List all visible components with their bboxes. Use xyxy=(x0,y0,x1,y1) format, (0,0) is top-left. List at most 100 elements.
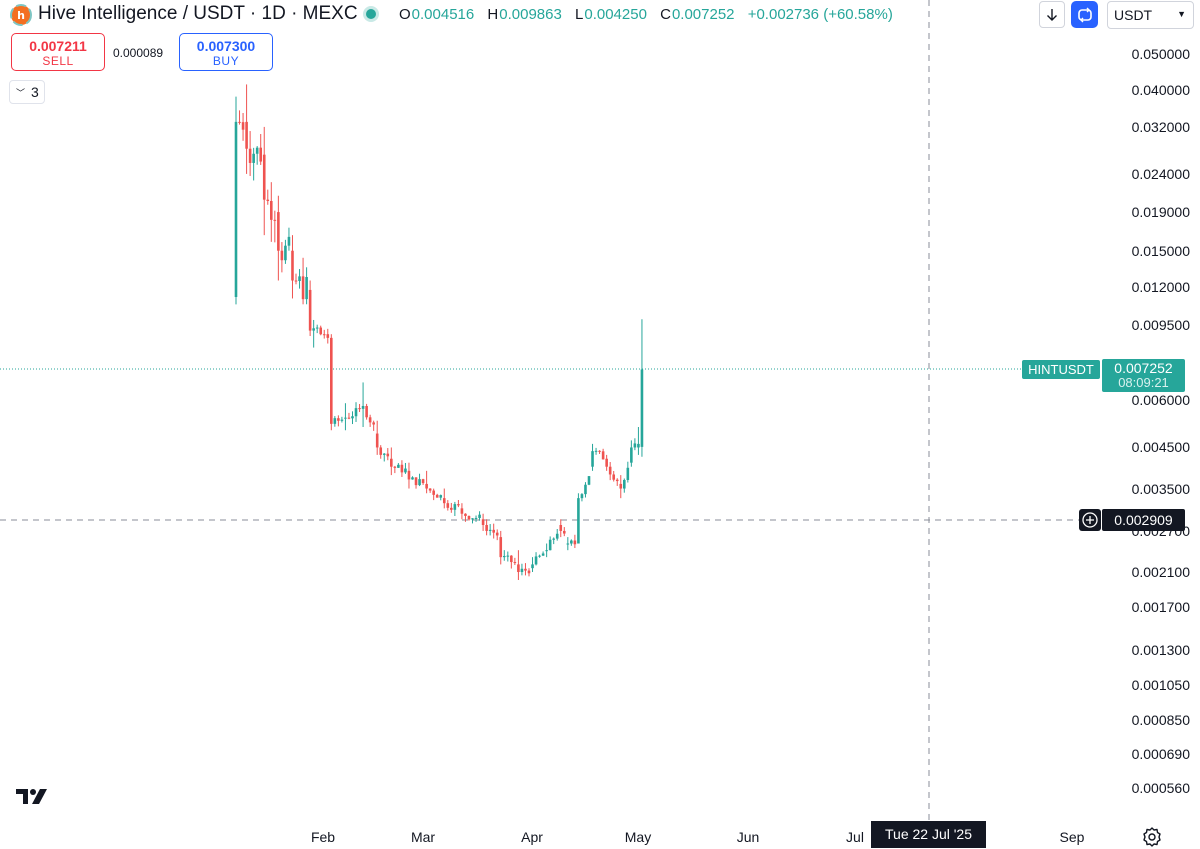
time-tick: Feb xyxy=(310,829,336,845)
plus-circle-icon xyxy=(1082,512,1098,528)
candle-body xyxy=(404,468,407,473)
bar-countdown: 08:09:21 xyxy=(1118,375,1169,390)
candle-body xyxy=(428,488,432,491)
candle-body xyxy=(450,507,453,510)
candle-body xyxy=(354,408,358,417)
sell-button[interactable]: 0.007211 SELL xyxy=(11,33,105,71)
candle-body xyxy=(538,555,541,557)
low-key: L xyxy=(575,6,584,23)
candle-body xyxy=(393,466,397,468)
candle-body xyxy=(601,451,605,460)
candle-body xyxy=(425,483,428,489)
candle-body xyxy=(266,199,270,201)
candle-body xyxy=(315,327,319,329)
price-tick: 0.001300 xyxy=(1131,642,1190,659)
price-tick: 0.009500 xyxy=(1131,317,1190,334)
time-tick: Jul xyxy=(846,829,864,845)
currency-select[interactable]: USDT ▼ xyxy=(1107,1,1194,29)
tradingview-logo-icon[interactable] xyxy=(15,786,53,806)
candle-body xyxy=(580,494,584,499)
price-tick: 0.019000 xyxy=(1131,204,1190,221)
price-tick: 0.012000 xyxy=(1131,279,1190,296)
candle-body xyxy=(481,519,485,525)
scroll-down-button[interactable] xyxy=(1039,1,1065,28)
candle-body xyxy=(559,524,563,531)
buy-button[interactable]: 0.007300 BUY xyxy=(179,33,273,71)
open-key: O xyxy=(399,6,411,23)
candle-body xyxy=(545,550,548,552)
candle-body xyxy=(524,568,527,571)
candle-body xyxy=(397,464,400,468)
candle-body xyxy=(502,555,506,558)
candle-body xyxy=(637,443,640,448)
candle-body xyxy=(640,369,644,447)
candle-body xyxy=(577,498,580,544)
candle-body xyxy=(273,219,277,221)
candle-body xyxy=(390,458,393,467)
candle-body xyxy=(598,450,601,452)
candle-body xyxy=(344,417,347,419)
candle-body xyxy=(284,245,287,261)
candle-body xyxy=(517,564,520,573)
candle-body xyxy=(326,334,330,338)
candle-body xyxy=(418,479,421,486)
candle-body xyxy=(340,419,344,421)
change-value: +0.002736 (+60.58%) xyxy=(747,6,893,23)
sync-button[interactable] xyxy=(1071,1,1098,28)
candle-body xyxy=(492,529,495,533)
candle-body xyxy=(358,408,361,410)
price-tick: 0.000560 xyxy=(1131,780,1190,796)
candle-body xyxy=(238,121,241,123)
candle-body xyxy=(608,466,612,475)
candle-body xyxy=(252,153,255,163)
candle-body xyxy=(594,450,598,452)
svg-text:h: h xyxy=(17,9,25,22)
currency-value: USDT xyxy=(1114,7,1153,23)
chevron-down-icon: ▼ xyxy=(1177,9,1186,19)
candle-body xyxy=(527,570,531,574)
candle-body xyxy=(485,524,488,531)
candle-body xyxy=(368,417,372,423)
candle-body xyxy=(298,276,301,282)
candle-body xyxy=(347,417,351,419)
candle-body xyxy=(499,537,503,558)
low-value: 0.004250 xyxy=(584,6,647,23)
candle-body xyxy=(587,476,591,485)
candle-body xyxy=(305,277,308,300)
price-tick: 0.001050 xyxy=(1131,677,1190,694)
candle-body xyxy=(382,453,386,455)
candle-body xyxy=(361,405,365,409)
candle-body xyxy=(513,562,517,564)
symbol-title[interactable]: Hive Intelligence / USDT · 1D · MEXC xyxy=(38,3,358,24)
candle-body xyxy=(495,532,499,536)
market-status-icon[interactable] xyxy=(366,9,376,19)
high-value: 0.009863 xyxy=(499,6,562,23)
candle-body xyxy=(280,250,284,261)
candle-body xyxy=(248,148,252,163)
indicators-toggle[interactable]: ﹀ 3 xyxy=(9,80,45,104)
candle-body xyxy=(534,556,538,565)
ohlc-legend: O0.004516 H0.009863 L0.004250 C0.007252 … xyxy=(399,6,893,23)
candle-body xyxy=(442,498,446,504)
symbol-tag: HINTUSDT xyxy=(1022,360,1100,379)
last-price-tag: 0.007252 08:09:21 xyxy=(1102,359,1185,392)
candle-body xyxy=(562,530,566,534)
price-tick: 0.050000 xyxy=(1131,45,1190,62)
candle-body xyxy=(432,490,435,495)
candle-body xyxy=(386,453,390,457)
spread-value: 0.000089 xyxy=(113,46,164,60)
candle-body xyxy=(379,447,383,455)
candle-body xyxy=(615,479,619,482)
candle-body xyxy=(245,121,248,149)
time-tick: Apr xyxy=(521,829,543,845)
candle-body xyxy=(421,479,425,484)
gear-icon[interactable] xyxy=(1141,826,1163,848)
candle-body xyxy=(255,147,259,154)
buy-label: BUY xyxy=(212,54,240,68)
indicators-count: 3 xyxy=(31,84,39,100)
candle-body xyxy=(330,337,333,424)
candle-body xyxy=(531,564,534,569)
candle-body xyxy=(464,513,467,516)
add-alert-button[interactable] xyxy=(1079,509,1101,531)
